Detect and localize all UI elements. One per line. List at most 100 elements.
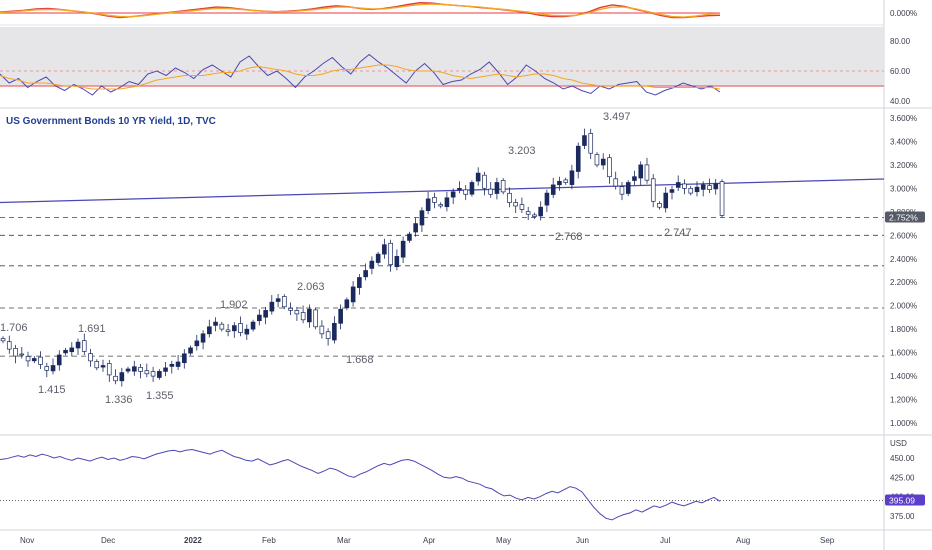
candle — [332, 316, 337, 344]
main-y-tick: 3.200% — [890, 161, 917, 170]
candle-body — [694, 186, 700, 193]
candle — [432, 192, 437, 209]
annotation-label: 3.497 — [603, 111, 631, 123]
annotation-label: 1.355 — [146, 390, 174, 402]
candle-body — [450, 191, 456, 198]
candle-body — [425, 198, 431, 211]
candle — [244, 324, 250, 340]
chart-title: US Government Bonds 10 YR Yield, 1D, TVC — [6, 116, 216, 127]
candle — [232, 322, 237, 338]
candle-body — [75, 341, 81, 349]
candle-body — [175, 361, 181, 367]
candle — [344, 297, 350, 311]
candle-body — [363, 270, 368, 278]
usd-series-line — [0, 448, 721, 521]
candle-body — [56, 354, 62, 366]
candle-body — [100, 365, 106, 368]
candle-body — [288, 307, 293, 311]
annotation-label: 2.747 — [664, 227, 692, 239]
candle — [625, 180, 631, 196]
candle — [438, 202, 443, 209]
candle-body — [525, 211, 531, 215]
candle — [163, 362, 168, 377]
candle-body — [44, 366, 50, 371]
candle — [250, 319, 256, 332]
candle-body — [375, 253, 381, 263]
candle — [50, 358, 56, 375]
candle-body — [438, 204, 443, 207]
candle-body — [400, 240, 406, 258]
candle-body — [50, 365, 56, 372]
candle — [94, 359, 100, 371]
rsi-tick-40: 40.00 — [890, 97, 911, 106]
candle — [257, 309, 262, 326]
candle-body — [500, 180, 506, 193]
candle-body — [675, 182, 681, 188]
candle-body — [69, 347, 75, 353]
rsi-band — [0, 27, 884, 86]
rsi-line-1 — [0, 64, 721, 90]
candle-body — [219, 323, 225, 330]
main-y-tick: 1.800% — [890, 325, 917, 334]
candle-body — [238, 323, 243, 333]
candle — [338, 304, 343, 330]
main-y-tick: 1.600% — [890, 349, 917, 358]
main-y-tick: 3.000% — [890, 184, 917, 193]
candle-body — [338, 308, 343, 324]
candle — [632, 170, 637, 186]
candle — [613, 171, 619, 190]
main-y-tick: 1.000% — [890, 419, 917, 428]
annotation-label: 1.415 — [38, 384, 66, 396]
candle — [638, 161, 644, 186]
candle — [269, 295, 275, 315]
candle-body — [81, 340, 87, 352]
usd-y-tick: 375.00 — [890, 512, 915, 521]
candle-body — [194, 340, 200, 347]
annotation-label: 1.668 — [346, 354, 374, 366]
x-tick: Jun — [576, 536, 589, 545]
candle-body — [632, 176, 637, 181]
candles — [0, 128, 725, 387]
candle — [100, 359, 106, 372]
candle-body — [294, 310, 300, 315]
candle — [444, 191, 450, 212]
annotation-label: 2.768 — [555, 231, 583, 243]
candle-body — [594, 154, 600, 166]
candle-body — [19, 353, 25, 356]
candle — [325, 328, 331, 346]
candle-body — [163, 367, 168, 372]
candle-body — [707, 185, 712, 190]
candle — [400, 236, 406, 263]
candle — [13, 344, 18, 364]
annotations: 3.497 3.203 2.768 2.747 2.063 1.902 1.69… — [0, 111, 692, 406]
candle-body — [313, 309, 318, 328]
candle-body — [157, 371, 162, 378]
annotation-label: 2.063 — [297, 281, 325, 293]
candle-body — [463, 189, 468, 195]
candle — [657, 201, 662, 210]
candle-body — [469, 182, 475, 195]
main-y-tick: 2.400% — [890, 255, 917, 264]
candle — [75, 338, 81, 355]
candle — [56, 350, 62, 371]
annotation-label: 1.691 — [78, 323, 106, 335]
candle-body — [650, 178, 656, 202]
candle-body — [332, 322, 337, 341]
candle — [375, 251, 381, 265]
candle — [475, 167, 481, 186]
candle-body — [225, 329, 231, 332]
candle — [132, 360, 137, 376]
candle-body — [507, 192, 512, 203]
candle — [282, 294, 287, 310]
candle-body — [200, 333, 206, 343]
candle-body — [307, 308, 312, 323]
main-y-tick: 3.400% — [890, 138, 917, 147]
candle — [200, 330, 206, 350]
candle-body — [482, 174, 487, 189]
candle — [425, 191, 431, 215]
x-axis: Nov Dec 2022 Feb Mar Apr May Jun Jul Aug Sep — [20, 536, 835, 545]
candle — [707, 178, 712, 194]
candle-body — [269, 301, 275, 312]
candle-body — [0, 338, 6, 342]
candle-body — [407, 233, 412, 241]
